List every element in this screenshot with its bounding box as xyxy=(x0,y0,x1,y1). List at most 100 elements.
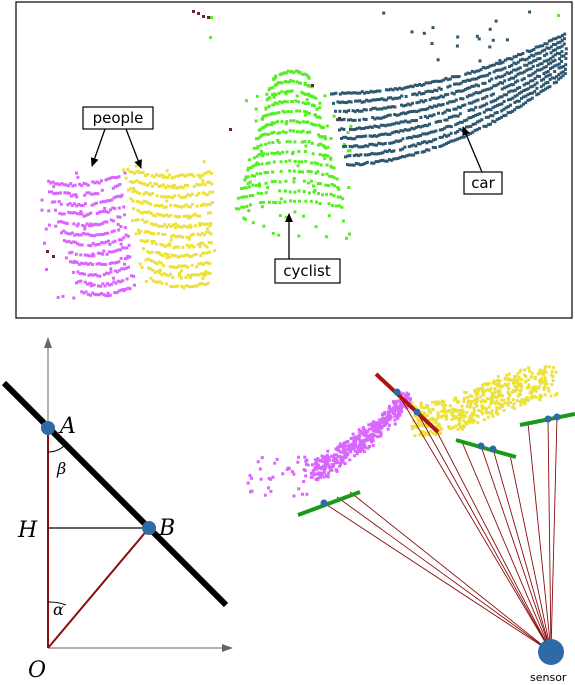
point xyxy=(481,89,485,93)
point xyxy=(437,111,440,115)
point xyxy=(351,137,354,141)
point xyxy=(534,45,538,49)
point xyxy=(88,233,92,237)
point xyxy=(195,193,199,197)
point xyxy=(381,413,384,417)
point xyxy=(490,412,494,416)
point xyxy=(361,145,365,149)
point xyxy=(285,120,289,124)
point xyxy=(374,90,377,94)
point xyxy=(143,210,146,214)
point xyxy=(329,157,333,161)
point xyxy=(289,119,293,123)
point xyxy=(187,225,191,229)
point xyxy=(382,115,386,119)
point xyxy=(152,175,156,179)
point xyxy=(535,74,539,78)
point xyxy=(366,126,370,129)
point xyxy=(96,243,99,246)
point xyxy=(102,241,106,245)
point xyxy=(489,386,493,390)
point xyxy=(455,75,459,79)
point xyxy=(318,135,322,139)
point xyxy=(131,190,135,194)
point xyxy=(200,282,204,285)
point xyxy=(412,143,416,147)
point xyxy=(451,139,455,143)
point xyxy=(560,54,564,58)
point xyxy=(431,145,435,149)
point xyxy=(113,176,117,179)
point xyxy=(556,41,560,45)
point xyxy=(461,104,465,108)
point xyxy=(83,193,87,197)
point xyxy=(497,68,500,72)
point xyxy=(408,120,412,124)
point xyxy=(289,79,293,83)
point xyxy=(433,418,437,422)
point xyxy=(303,110,307,114)
point xyxy=(491,119,495,123)
point xyxy=(386,427,390,431)
point xyxy=(502,93,506,97)
point xyxy=(134,164,138,168)
point xyxy=(521,57,525,61)
point xyxy=(197,262,201,266)
point xyxy=(321,173,325,176)
point xyxy=(407,145,411,149)
point xyxy=(296,164,300,168)
point xyxy=(140,201,144,205)
point xyxy=(422,31,426,35)
point xyxy=(349,100,353,104)
point xyxy=(426,107,430,111)
point xyxy=(95,201,98,205)
point xyxy=(148,258,152,262)
point xyxy=(240,195,244,199)
point xyxy=(304,102,308,106)
point xyxy=(147,210,151,214)
point xyxy=(129,197,133,201)
point xyxy=(89,244,93,248)
point xyxy=(98,222,102,226)
point xyxy=(185,243,189,247)
point xyxy=(47,209,51,213)
point xyxy=(249,203,252,207)
point xyxy=(113,207,117,210)
point xyxy=(422,434,425,437)
point xyxy=(513,88,517,92)
point xyxy=(297,455,300,459)
point xyxy=(102,263,105,266)
point xyxy=(470,101,473,105)
point xyxy=(156,280,160,284)
point xyxy=(268,200,271,204)
point xyxy=(460,128,464,132)
point xyxy=(144,174,147,177)
point xyxy=(368,134,372,138)
point xyxy=(386,410,390,414)
point xyxy=(495,412,499,416)
point xyxy=(187,216,191,220)
point xyxy=(146,192,150,196)
point xyxy=(195,204,199,208)
point xyxy=(264,191,268,195)
point xyxy=(535,93,539,97)
point xyxy=(173,214,177,218)
point xyxy=(288,159,292,163)
point xyxy=(172,254,176,258)
point xyxy=(488,64,492,68)
point xyxy=(528,92,532,95)
point xyxy=(211,190,215,194)
point xyxy=(336,447,340,451)
point xyxy=(180,269,183,273)
point xyxy=(104,210,108,214)
point xyxy=(458,419,462,423)
point xyxy=(155,204,159,207)
point xyxy=(487,411,491,415)
point xyxy=(388,407,392,411)
point xyxy=(424,81,428,85)
point xyxy=(207,230,211,234)
point xyxy=(95,262,99,266)
point xyxy=(371,439,375,443)
point xyxy=(183,174,187,178)
point xyxy=(75,224,79,228)
